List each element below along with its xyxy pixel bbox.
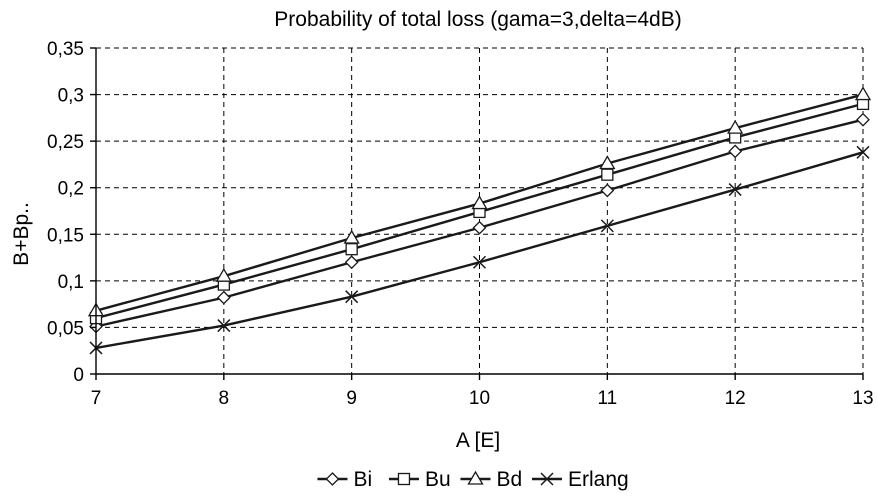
point-bi-diamond-marker (216, 290, 231, 305)
point-bi-diamond-marker (856, 112, 870, 127)
point-erlang-x-marker (217, 319, 231, 333)
y-tick-label: 0 (73, 365, 84, 386)
point-erlang-x-marker (600, 219, 614, 233)
point-bi-diamond-marker (600, 183, 615, 198)
legend-item-bu: Bu (388, 468, 451, 491)
point-bd-triangle-marker (854, 86, 872, 101)
x-tick-label: 13 (852, 388, 873, 409)
legend-label-bi: Bi (353, 468, 372, 491)
y-tick-label: 0,15 (47, 225, 84, 246)
x-tick-label: 12 (725, 388, 746, 409)
x-axis-label: A [E] (456, 429, 500, 452)
x-tick-label: 10 (469, 388, 490, 409)
point-bd-triangle-marker (599, 155, 616, 170)
point-erlang-x-marker (856, 145, 870, 159)
point-bd-triangle-marker (215, 267, 232, 282)
chart-title: Probability of total loss (gama=3,delta=… (274, 8, 681, 31)
y-tick-label: 0,35 (47, 39, 84, 60)
x-tick-label: 8 (219, 388, 230, 409)
point-bd-triangle-marker (727, 119, 744, 134)
y-tick-label: 0,1 (58, 272, 84, 293)
legend-item-bi: Bi (317, 468, 372, 491)
point-erlang-x-marker (728, 183, 742, 197)
point-bu-square-marker (601, 168, 614, 181)
y-tick-label: 0,2 (58, 179, 84, 200)
legend-erlang-x-marker (540, 472, 554, 486)
y-tick-label: 0,05 (47, 318, 84, 339)
point-bd-triangle-marker (471, 195, 488, 210)
series-lines (87, 86, 872, 355)
x-tick-label: 11 (597, 388, 617, 409)
point-bi-diamond-marker (472, 220, 487, 235)
point-erlang-x-marker (472, 255, 487, 269)
legend-label-bu: Bu (425, 468, 451, 491)
point-bd-triangle-marker (343, 229, 360, 244)
point-erlang-x-marker (345, 290, 359, 304)
y-tick-label: 0,3 (58, 86, 84, 107)
legend-item-erlang: Erlang (532, 468, 629, 491)
point-bu-square-marker (345, 243, 358, 256)
legend-bi-diamond-marker (325, 472, 340, 486)
legend-label-bd: Bd (496, 468, 522, 491)
y-axis-label: B+Bp.. (10, 202, 33, 266)
legend-label-erlang: Erlang (568, 468, 629, 491)
x-tick-label: 9 (346, 388, 357, 409)
point-bi-diamond-marker (344, 255, 359, 270)
point-bi-diamond-marker (728, 144, 743, 159)
axes: 0 0,05 0,1 0,15 0,2 0,25 0,3 0,35 7 8 9 10 11 12 13 (47, 39, 874, 409)
legend: Bi Bu Bd Erlang (317, 468, 629, 491)
legend-bu-square-marker (397, 472, 411, 486)
legend-item-bd: Bd (460, 468, 522, 491)
legend-bd-triangle-marker (467, 470, 484, 485)
y-tick-label: 0,25 (47, 132, 84, 153)
x-tick-label: 7 (91, 388, 102, 409)
